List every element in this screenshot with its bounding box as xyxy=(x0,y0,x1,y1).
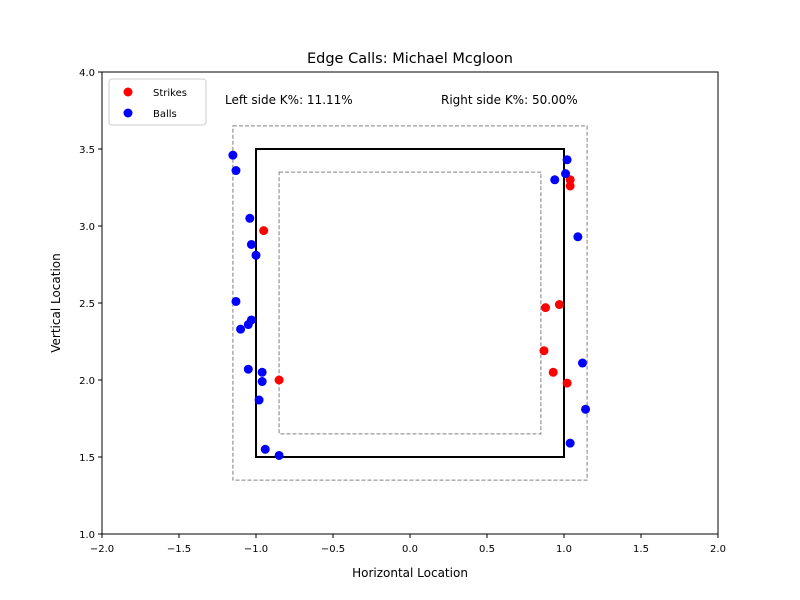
legend-balls-label: Balls xyxy=(153,109,177,120)
x-tick-label: 1.0 xyxy=(556,544,572,555)
x-tick-label: −1.0 xyxy=(244,544,268,555)
points-layer xyxy=(228,150,591,460)
ball-point xyxy=(257,377,267,387)
strike-point xyxy=(554,300,564,310)
strike-point xyxy=(539,346,549,356)
legend-strikes-label: Strikes xyxy=(153,88,187,99)
left-side-k-annotation: Left side K%: 11.11% xyxy=(225,93,353,107)
ball-point xyxy=(561,169,571,179)
ball-point xyxy=(573,232,583,242)
y-tick-label: 3.5 xyxy=(79,145,95,156)
ball-point xyxy=(550,175,560,185)
right-side-k-annotation: Right side K%: 50.00% xyxy=(441,93,578,107)
outer-edge-zone xyxy=(232,125,588,481)
legend-strikes-marker xyxy=(123,87,133,97)
x-axis-ticks: −2.0 −1.5 −1.0 −0.5 0.0 0.5 1.0 1.5 2.0 xyxy=(90,534,726,555)
ball-point xyxy=(245,213,255,223)
ball-point xyxy=(254,395,264,405)
ball-point xyxy=(231,296,241,306)
strike-point xyxy=(259,226,269,236)
ball-point xyxy=(565,438,575,448)
x-tick-label: −2.0 xyxy=(90,544,114,555)
y-tick-label: 2.0 xyxy=(79,376,95,387)
ball-point xyxy=(231,166,241,176)
x-tick-label: 0.5 xyxy=(479,544,495,555)
x-axis-label: Horizontal Location xyxy=(352,566,468,580)
y-tick-label: 3.0 xyxy=(79,222,95,233)
legend-balls-marker xyxy=(123,108,133,118)
x-tick-label: −0.5 xyxy=(321,544,345,555)
zones-layer xyxy=(232,125,588,481)
chart-title: Edge Calls: Michael Mcgloon xyxy=(307,51,513,67)
x-tick-label: −1.5 xyxy=(167,544,191,555)
strike-point xyxy=(548,367,558,377)
ball-point xyxy=(228,150,238,160)
strike-point xyxy=(274,375,284,385)
ball-point xyxy=(246,315,256,325)
y-axis-label: Vertical Location xyxy=(49,253,63,353)
ball-point xyxy=(581,404,591,414)
strike-point xyxy=(562,378,572,388)
ball-point xyxy=(260,444,270,454)
strike-point xyxy=(541,303,551,313)
x-tick-label: 2.0 xyxy=(710,544,726,555)
ball-point xyxy=(274,450,284,460)
y-tick-label: 1.0 xyxy=(79,530,95,541)
plot-frame xyxy=(101,71,719,535)
ball-point xyxy=(243,364,253,374)
ball-point xyxy=(236,324,246,334)
strike-point xyxy=(565,181,575,191)
y-tick-label: 2.5 xyxy=(79,299,95,310)
ball-point xyxy=(257,367,267,377)
inner-edge-zone xyxy=(278,171,542,435)
ball-point xyxy=(246,239,256,249)
ball-point xyxy=(251,250,261,260)
legend-box xyxy=(108,78,207,126)
x-tick-label: 0.0 xyxy=(402,544,418,555)
y-axis-ticks: 1.0 1.5 2.0 2.5 3.0 3.5 4.0 xyxy=(79,68,102,541)
ball-point xyxy=(577,358,587,368)
strike-zone xyxy=(255,148,565,458)
y-tick-label: 4.0 xyxy=(79,68,95,79)
legend: Strikes Balls xyxy=(108,78,207,126)
strike-point xyxy=(565,175,575,185)
y-tick-label: 1.5 xyxy=(79,453,95,464)
ball-point xyxy=(562,155,572,165)
x-tick-label: 1.5 xyxy=(633,544,649,555)
